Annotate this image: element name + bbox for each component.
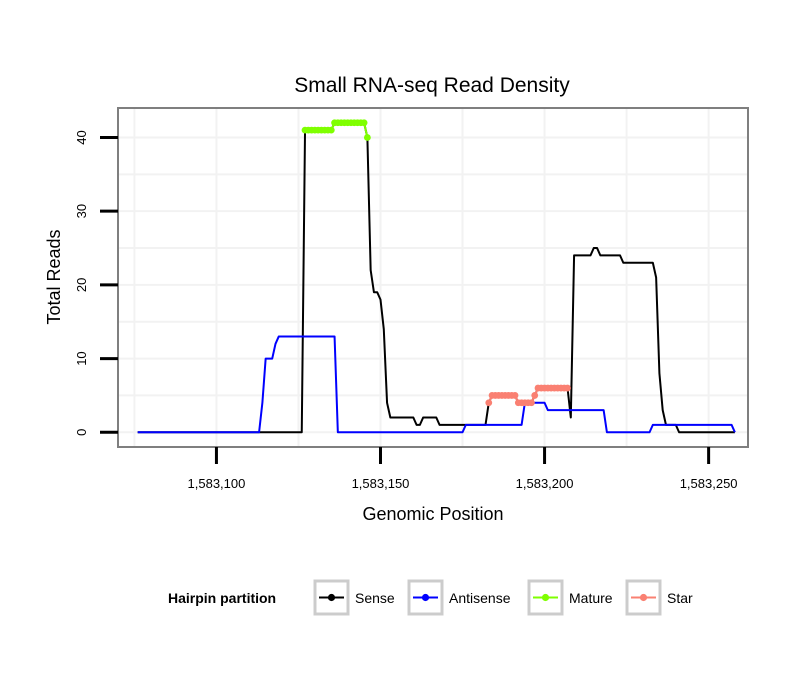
mature-point bbox=[363, 134, 371, 141]
y-axis-title: Total Reads bbox=[44, 229, 64, 324]
plot-border bbox=[117, 107, 749, 448]
legend-label: Mature bbox=[569, 590, 613, 606]
mature-series bbox=[301, 119, 371, 141]
star-point bbox=[485, 399, 493, 407]
legend-item-mature: Mature bbox=[527, 579, 613, 616]
star-point bbox=[511, 392, 519, 399]
antisense-series-line bbox=[137, 335, 736, 434]
series-layer bbox=[137, 119, 736, 434]
legend-key-point bbox=[541, 593, 550, 602]
x-axis: 1,583,100 1,583,150 1,583,200 1,583,250 bbox=[188, 447, 738, 491]
plot-panel bbox=[118, 108, 748, 447]
legend-label: Star bbox=[667, 590, 693, 606]
y-tick-label: 20 bbox=[74, 278, 89, 292]
star-point bbox=[531, 392, 539, 399]
legend-label: Sense bbox=[355, 590, 395, 606]
legend-label: Antisense bbox=[449, 590, 511, 606]
star-series bbox=[485, 384, 571, 407]
star-point bbox=[564, 384, 571, 392]
legend-key-point bbox=[327, 593, 336, 602]
legend: Hairpin partition Sense Antisense Mature St… bbox=[168, 579, 693, 616]
y-axis: 0 10 20 30 40 bbox=[74, 130, 118, 436]
legend-item-star: Star bbox=[625, 579, 693, 616]
x-axis-title: Genomic Position bbox=[362, 504, 503, 524]
x-tick-label: 1,583,200 bbox=[516, 476, 574, 491]
y-tick-label: 40 bbox=[74, 130, 89, 144]
legend-title: Hairpin partition bbox=[168, 590, 276, 606]
legend-key-point bbox=[639, 593, 648, 602]
y-tick-label: 0 bbox=[74, 429, 89, 436]
legend-item-antisense: Antisense bbox=[407, 579, 511, 616]
legend-key-point bbox=[421, 593, 430, 602]
x-tick-label: 1,583,100 bbox=[188, 476, 246, 491]
chart-title: Small RNA-seq Read Density bbox=[294, 74, 570, 97]
legend-item-sense: Sense bbox=[313, 579, 395, 616]
x-tick-label: 1,583,150 bbox=[352, 476, 410, 491]
x-tick-label: 1,583,250 bbox=[680, 476, 738, 491]
y-tick-label: 30 bbox=[74, 204, 89, 218]
y-tick-label: 10 bbox=[74, 351, 89, 365]
mature-point bbox=[327, 126, 335, 134]
plot-background bbox=[118, 108, 748, 447]
mature-point bbox=[360, 119, 368, 127]
star-point bbox=[528, 399, 535, 407]
